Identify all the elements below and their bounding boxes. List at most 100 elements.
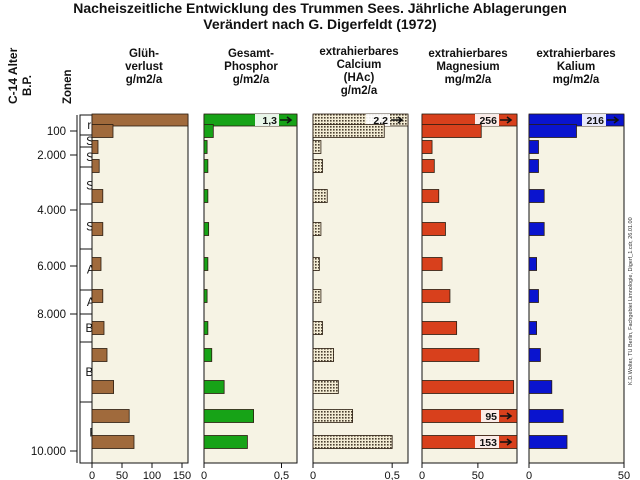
bar-phosphor [203, 435, 248, 449]
overflow-value-label: 1,3 [262, 115, 277, 127]
bar-phosphor [203, 380, 225, 394]
header-gluehverlust: Glüh- verlust g/m2/a [98, 48, 190, 87]
bar-magnesium [421, 124, 482, 138]
bar-magnesium [421, 321, 458, 335]
panel-background [91, 114, 189, 464]
header-kalium-line-1: extrahierbares [536, 48, 616, 60]
overflow-arrow [500, 412, 513, 420]
bar-calcium [312, 348, 334, 362]
bar-gluehverlust [91, 159, 100, 173]
x-tick-label: 0,5 [274, 470, 289, 480]
overflow-value-label: 95 [485, 411, 497, 423]
bar-magnesium [421, 189, 440, 203]
bar-calcium [312, 257, 320, 271]
bar-gluehverlust [91, 348, 108, 362]
overflow-value-label: 216 [586, 115, 604, 127]
x-tick-label: 0 [310, 470, 316, 480]
x-tick-label: 100 [143, 470, 161, 480]
bar-kalium [528, 222, 545, 236]
x-tick-label: 0 [419, 470, 425, 480]
x-tick-label: 50 [618, 470, 630, 480]
bar-kalium [528, 189, 545, 203]
bar-gluehverlust [91, 321, 105, 335]
bar-gluehverlust [91, 289, 104, 303]
bar-phosphor [203, 189, 209, 203]
bar-calcium [312, 124, 385, 138]
x-tick-label: 50 [472, 470, 484, 480]
bar-gluehverlust [91, 409, 130, 423]
age-tick-label: 4.000 [37, 205, 66, 217]
bar-kalium [528, 321, 537, 335]
bar-magnesium [421, 257, 443, 271]
x-tick-label: 0,5 [385, 470, 400, 480]
bar-gluehverlust [91, 124, 114, 138]
bar-kalium [528, 409, 564, 423]
bar-phosphor [203, 348, 213, 362]
age-tick-label: 8.000 [37, 309, 66, 321]
header-calcium-line-4: g/m2/a [340, 85, 378, 97]
header-kalium-line-2: Kalium [556, 61, 596, 73]
bar-kalium [528, 124, 577, 138]
x-tick-label: 0 [89, 470, 95, 480]
bar-phosphor [203, 257, 209, 271]
bar-calcium [312, 189, 328, 203]
bar-gluehverlust [91, 140, 99, 154]
header-gluehverlust-line-3: g/m2/a [125, 74, 163, 86]
overflow-arrow [280, 116, 293, 124]
overflow-label-background [475, 114, 499, 126]
overflow-label-background [366, 114, 390, 126]
bar-magnesium [421, 348, 480, 362]
header-calcium-line-2: Calcium [336, 59, 382, 71]
x-tick-label: 0 [526, 470, 532, 480]
bar-calcium [312, 435, 393, 449]
bar-phosphor [203, 159, 209, 173]
overflow-label-background [481, 410, 499, 422]
bar-calcium [312, 409, 353, 423]
overflow-arrow [391, 116, 404, 124]
bar-gluehverlust [91, 113, 189, 127]
x-tick-label: 150 [173, 470, 191, 480]
bar-kalium [528, 348, 541, 362]
bar-calcium [312, 222, 322, 236]
bar-gluehverlust [91, 435, 135, 449]
header-calcium-line-1: extrahierbares [319, 46, 399, 58]
panel-phosphor: 1,3 0 0,5 [201, 113, 298, 480]
bar-gluehverlust [91, 380, 115, 394]
bar-kalium [528, 159, 539, 173]
header-gluehverlust-line-2: verlust [125, 61, 163, 73]
chart-title-line-1: Nacheiszeitliche Entwicklung des Trummen… [73, 0, 567, 16]
panel-background [421, 114, 518, 464]
x-tick-label: 0 [201, 470, 207, 480]
header-calcium: extrahierbares Calcium (HAc) g/m2/a [303, 46, 415, 98]
overflow-arrow [500, 438, 513, 446]
bar-kalium [528, 140, 539, 154]
panel-gluehverlust: 0 50 100 150 [89, 113, 191, 480]
bar-calcium [312, 321, 323, 335]
overflow-value-label: 256 [479, 115, 497, 127]
bar-phosphor [203, 222, 210, 236]
panel-calcium: 2,2 0 0,5 [310, 113, 409, 480]
panel-background [528, 114, 625, 464]
bar-phosphor [203, 140, 208, 154]
bar-calcium [312, 289, 322, 303]
bar-magnesium [421, 140, 433, 154]
header-magnesium-line-2: Magnesium [436, 61, 500, 73]
header-calcium-line-3: (HAc) [343, 72, 375, 84]
header-phosphor-line-2: Phosphor [224, 61, 278, 73]
header-phosphor-line-1: Gesamt- [227, 48, 275, 60]
panel-background [203, 114, 298, 464]
header-kalium-line-3: mg/m2/a [552, 74, 600, 86]
bar-magnesium [421, 380, 515, 394]
overflow-arrow [500, 116, 513, 124]
header-magnesium-line-1: extrahierbares [428, 48, 508, 60]
header-gluehverlust-line-1: Glüh- [128, 48, 160, 60]
bar-phosphor [203, 124, 214, 138]
x-tick-label: 50 [116, 470, 128, 480]
age-tick-label: 100 [47, 126, 66, 138]
overflow-label-background [582, 114, 606, 126]
header-phosphor: Gesamt- Phosphor g/m2/a [205, 48, 297, 87]
overflow-label-background [255, 114, 279, 126]
panel-background [312, 114, 409, 464]
bar-magnesium [421, 222, 446, 236]
